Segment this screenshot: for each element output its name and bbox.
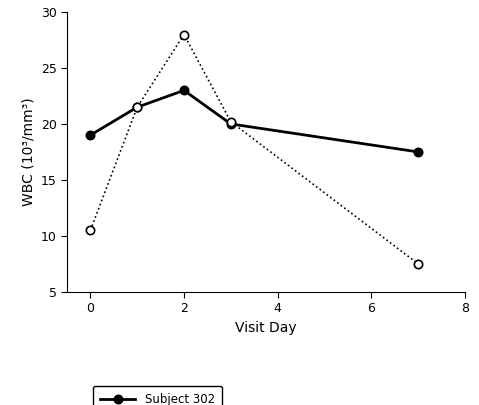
Subject 302 [134,105,140,110]
Subject 204 [88,228,93,232]
Subject 302 [228,122,234,126]
Subject 204 [415,261,421,266]
Subject 302 [181,88,187,93]
Subject 204 [228,119,234,124]
X-axis label: Visit Day: Visit Day [235,321,297,335]
Line: Subject 204: Subject 204 [86,30,422,268]
Subject 302 [415,149,421,154]
Subject 302 [88,133,93,138]
Line: Subject 302: Subject 302 [86,86,422,156]
Y-axis label: WBC (10³/mm³): WBC (10³/mm³) [21,98,35,206]
Subject 204 [181,32,187,37]
Legend: Subject 302, Subject 204: Subject 302, Subject 204 [93,386,222,405]
Subject 204 [134,105,140,110]
